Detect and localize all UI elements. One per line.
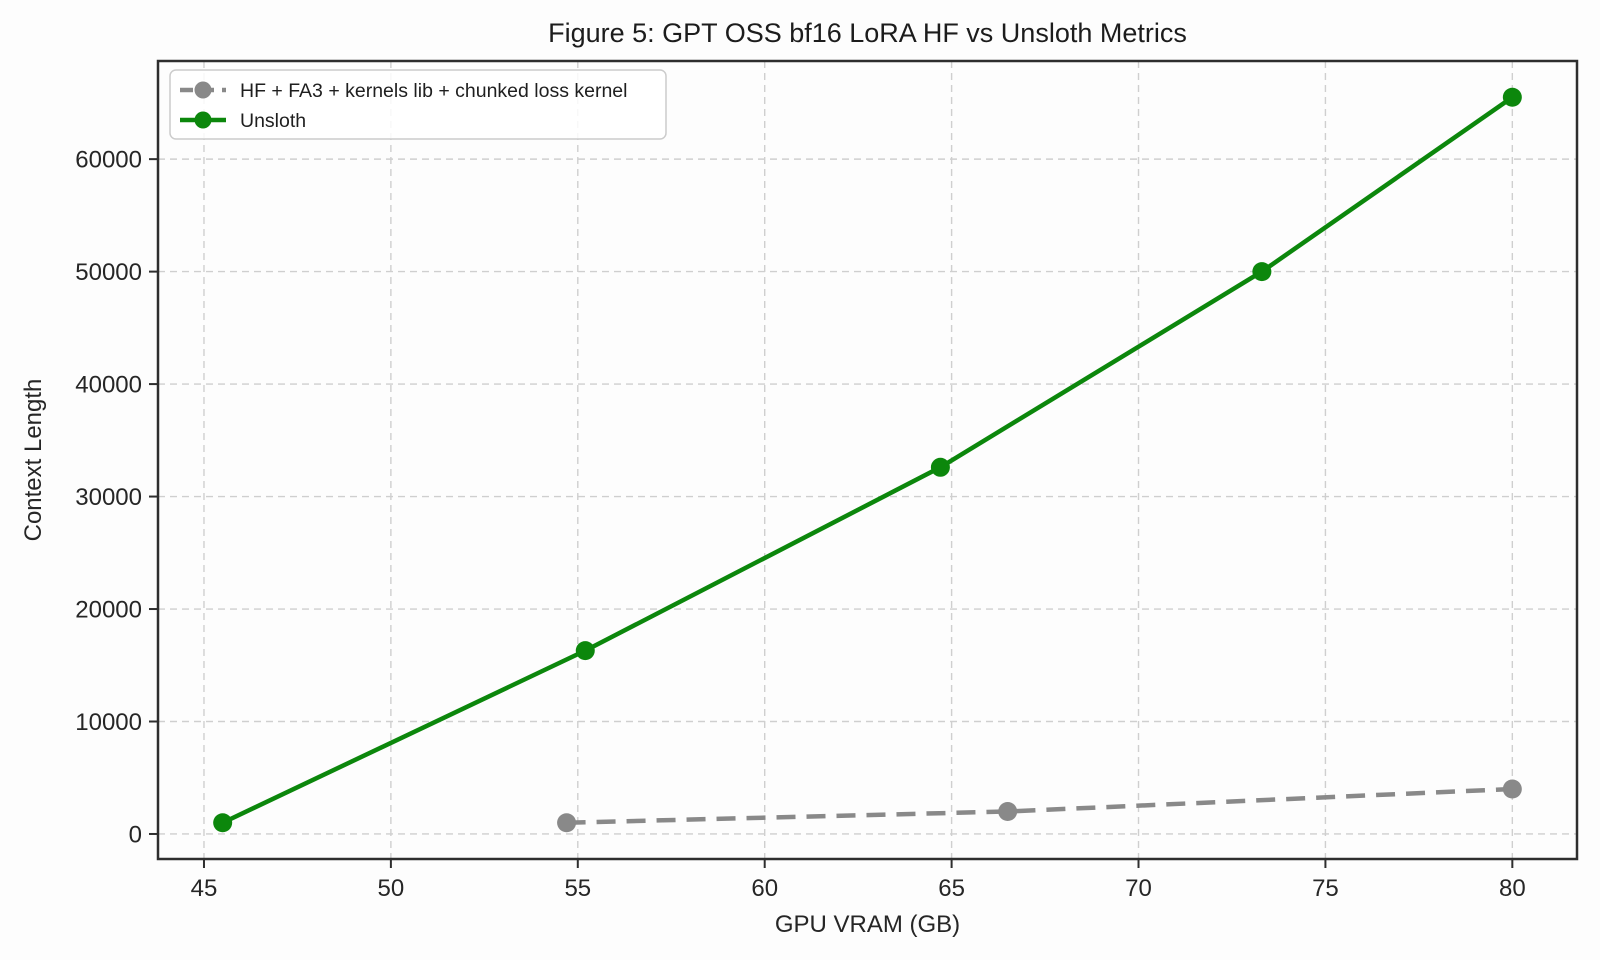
data-point-marker [213, 813, 233, 833]
x-axis-label: GPU VRAM (GB) [775, 911, 960, 938]
data-series [213, 87, 1522, 833]
series-hf [557, 779, 1522, 833]
y-tick-label: 0 [129, 821, 142, 848]
x-tick-label: 45 [191, 875, 218, 902]
y-tick-label: 50000 [75, 259, 142, 286]
x-tick-label: 75 [1312, 875, 1339, 902]
series-unsloth [213, 87, 1522, 833]
y-tick-label: 20000 [75, 597, 142, 624]
data-point-marker [1252, 262, 1272, 282]
legend: HF + FA3 + kernels lib + chunked loss ke… [169, 69, 667, 140]
x-tick-label: 80 [1499, 875, 1526, 902]
tick-labels: 45 50 55 60 65 70 75 80 0 10000 20000 30000 40000 500… [75, 147, 1525, 902]
legend-sample-marker [194, 81, 212, 99]
data-point-marker [557, 813, 577, 833]
legend-entry: Unsloth [180, 110, 306, 132]
legend-sample-marker [194, 111, 212, 129]
data-point-marker [930, 457, 950, 477]
y-tick-label: 10000 [75, 709, 142, 736]
x-tick-label: 65 [938, 875, 965, 902]
legend-label: Unsloth [240, 110, 306, 132]
data-point-marker [1502, 779, 1522, 799]
series-line [221, 95, 1514, 825]
x-tick-label: 70 [1125, 875, 1152, 902]
y-axis-label: Context Length [20, 379, 47, 542]
gridlines [158, 61, 1577, 859]
x-tick-label: 55 [564, 875, 591, 902]
series-line [566, 786, 1513, 825]
y-tick-label: 60000 [75, 147, 142, 174]
x-tick-label: 60 [751, 875, 778, 902]
data-point-marker [575, 641, 595, 661]
data-point-marker [1502, 87, 1522, 107]
x-tick-label: 50 [378, 875, 405, 902]
legend-entry: HF + FA3 + kernels lib + chunked loss ke… [180, 80, 628, 102]
y-tick-label: 30000 [75, 484, 142, 511]
chart-title: Figure 5: GPT OSS bf16 LoRA HF vs Unslot… [548, 18, 1187, 48]
data-point-marker [998, 801, 1018, 821]
legend-box [169, 69, 667, 140]
legend-label: HF + FA3 + kernels lib + chunked loss ke… [240, 80, 628, 102]
plot-border [156, 59, 1579, 861]
axes [149, 59, 1579, 868]
y-tick-label: 40000 [75, 372, 142, 399]
